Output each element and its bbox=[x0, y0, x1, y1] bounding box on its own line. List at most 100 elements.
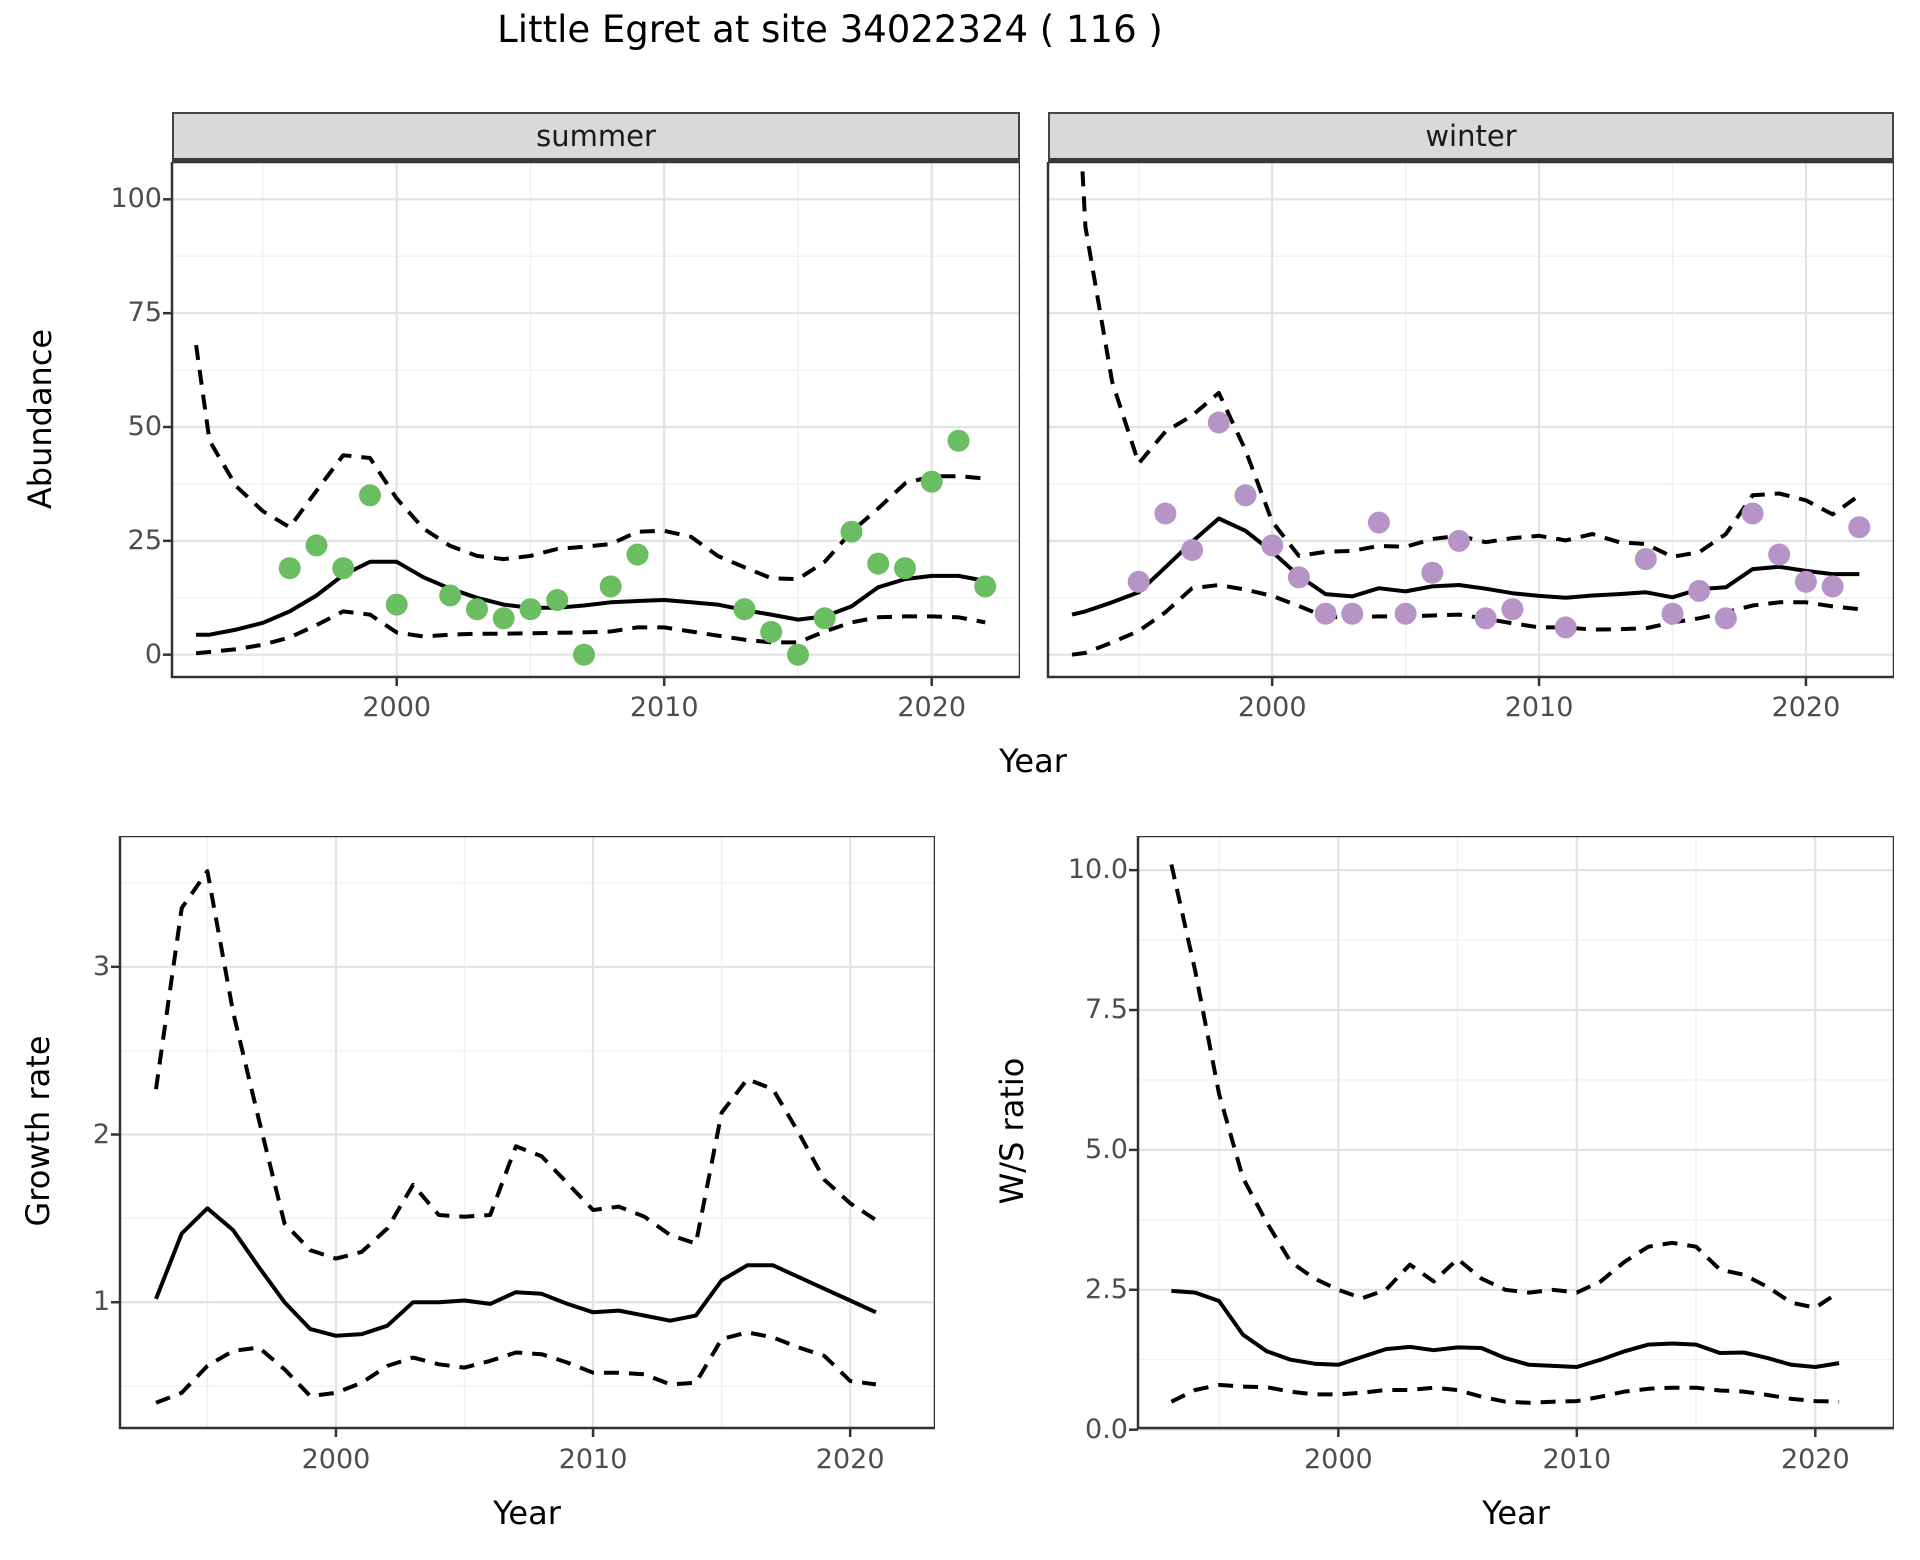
x-tick-label: 2000 bbox=[362, 692, 432, 723]
series-lower_ci-line bbox=[155, 1330, 877, 1405]
data-point bbox=[1341, 602, 1364, 625]
data-point bbox=[1367, 511, 1390, 534]
x-tick-label: 2010 bbox=[629, 692, 699, 723]
data-point bbox=[1821, 575, 1844, 598]
y-tick-label: 10.0 bbox=[1067, 854, 1128, 886]
y-axis-title-ws-ratio: W/S ratio bbox=[993, 1057, 1031, 1205]
y-axis-title-abundance: Abundance bbox=[21, 328, 59, 510]
data-point bbox=[1661, 602, 1684, 625]
data-point bbox=[278, 557, 301, 580]
panel-background bbox=[1138, 836, 1894, 1428]
data-point bbox=[1314, 602, 1337, 625]
data-point bbox=[760, 620, 783, 643]
data-point bbox=[385, 593, 408, 616]
data-point bbox=[1634, 548, 1657, 571]
panel-border bbox=[1136, 836, 1894, 1430]
data-point bbox=[1181, 539, 1204, 561]
data-point bbox=[1154, 502, 1177, 525]
data-point bbox=[840, 520, 863, 543]
y-tick-label: 1 bbox=[92, 1286, 110, 1318]
panel-background bbox=[120, 836, 935, 1428]
data-point bbox=[332, 557, 355, 580]
series-fit-line bbox=[196, 559, 986, 637]
x-axis-title-year-ws: Year bbox=[1482, 1494, 1550, 1532]
y-tick-label: 75 bbox=[127, 297, 162, 329]
data-point bbox=[546, 589, 569, 611]
facet-strip-summer: summer bbox=[172, 112, 1020, 162]
x-tick-label: 2010 bbox=[558, 1444, 628, 1475]
data-point bbox=[1261, 534, 1284, 557]
data-point bbox=[787, 643, 809, 666]
data-point bbox=[1794, 570, 1817, 593]
data-point bbox=[1287, 566, 1310, 589]
series-upper_ci-line bbox=[194, 344, 986, 582]
facet-strip-label: summer bbox=[536, 119, 656, 153]
y-tick-label: 2.5 bbox=[1085, 1273, 1128, 1305]
x-tick-label: 2010 bbox=[1542, 1444, 1612, 1475]
data-point bbox=[920, 470, 943, 493]
data-point bbox=[1688, 579, 1711, 602]
panel-background bbox=[172, 162, 1020, 677]
data-point bbox=[1448, 529, 1470, 552]
data-point bbox=[492, 607, 515, 630]
data-point bbox=[947, 429, 970, 452]
data-point bbox=[519, 598, 542, 621]
data-point bbox=[1127, 570, 1150, 593]
y-tick-label: 7.5 bbox=[1085, 994, 1128, 1026]
series-fit-line bbox=[154, 1206, 877, 1338]
data-point bbox=[1848, 516, 1871, 539]
x-tick-label: 2010 bbox=[1504, 692, 1574, 723]
data-point bbox=[1714, 607, 1737, 630]
observed-points-group bbox=[1127, 411, 1871, 639]
y-tick-label: 3 bbox=[92, 950, 110, 982]
data-point bbox=[439, 584, 462, 607]
data-point bbox=[1234, 484, 1257, 507]
data-point bbox=[813, 607, 836, 630]
series-upper_ci-line bbox=[1169, 864, 1841, 1310]
data-point bbox=[1207, 411, 1230, 434]
data-point bbox=[867, 552, 890, 575]
x-tick-label: 2000 bbox=[1237, 692, 1307, 723]
y-tick-label: 100 bbox=[110, 183, 162, 215]
data-point bbox=[1421, 561, 1444, 584]
x-tick-label: 2000 bbox=[1303, 1444, 1373, 1475]
x-tick-label: 2020 bbox=[815, 1444, 885, 1475]
y-tick-label: 50 bbox=[127, 411, 162, 442]
data-point bbox=[1554, 616, 1577, 639]
panel-border bbox=[170, 162, 1020, 679]
x-tick-label: 2020 bbox=[1771, 692, 1841, 723]
y-tick-label: 0.0 bbox=[1085, 1413, 1128, 1445]
data-point bbox=[1741, 502, 1764, 525]
data-point bbox=[1501, 598, 1524, 621]
series-upper_ci-line bbox=[154, 869, 877, 1261]
series-lower_ci-line bbox=[1170, 1382, 1840, 1405]
x-tick-label: 2000 bbox=[301, 1444, 371, 1475]
data-point bbox=[573, 643, 595, 666]
series-lower_ci-line bbox=[195, 609, 986, 656]
data-point bbox=[359, 484, 381, 507]
x-axis-title-year-top: Year bbox=[999, 742, 1067, 780]
y-tick-label: 2 bbox=[92, 1118, 110, 1150]
panel-background bbox=[1048, 162, 1894, 677]
x-tick-label: 2020 bbox=[1780, 1444, 1850, 1475]
data-point bbox=[626, 543, 649, 566]
data-point bbox=[1394, 602, 1417, 625]
panel-ws-ratio bbox=[1129, 836, 1894, 1437]
data-point bbox=[466, 598, 488, 621]
panel-summer-abundance bbox=[163, 162, 1020, 686]
data-point bbox=[599, 575, 622, 598]
panel-winter-abundance bbox=[1046, 162, 1894, 686]
data-point bbox=[1768, 543, 1791, 566]
data-point bbox=[894, 557, 916, 580]
panel-border bbox=[1046, 162, 1894, 679]
x-axis-title-year-growth: Year bbox=[493, 1494, 561, 1532]
y-tick-label: 25 bbox=[127, 524, 162, 556]
observed-points-group bbox=[278, 429, 997, 666]
data-point bbox=[1474, 607, 1497, 630]
x-tick-label: 2020 bbox=[897, 692, 967, 723]
facet-strip-winter: winter bbox=[1048, 112, 1894, 162]
data-point bbox=[305, 534, 328, 557]
y-tick-label: 5.0 bbox=[1085, 1133, 1128, 1165]
data-point bbox=[733, 598, 756, 621]
